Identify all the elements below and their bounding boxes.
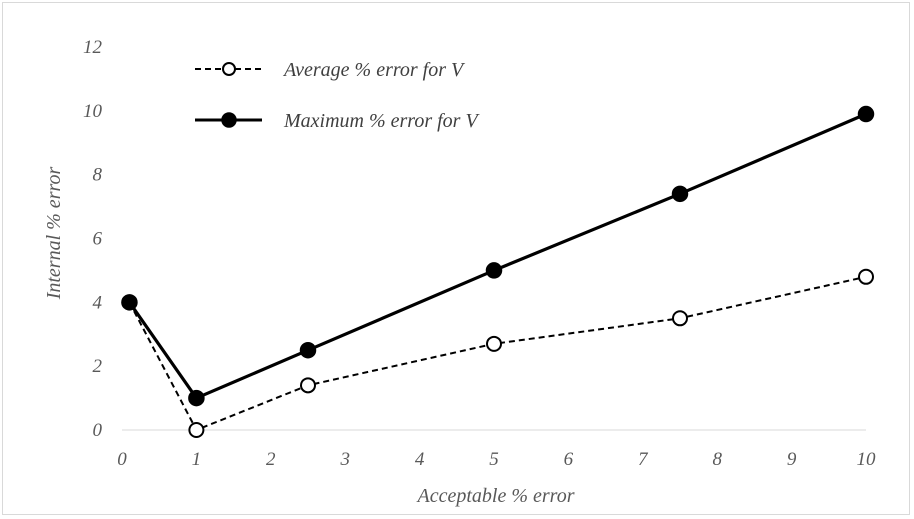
data-point xyxy=(300,377,316,394)
y-axis-title: Internal % error xyxy=(43,166,65,300)
data-point xyxy=(486,335,502,352)
legend: Average % error for V Maximum % error fo… xyxy=(195,59,480,132)
legend-item-maximum: Maximum % error for V xyxy=(195,110,480,132)
series-maximum xyxy=(121,105,875,407)
y-tick-label: 10 xyxy=(83,101,103,122)
y-tick-label: 6 xyxy=(93,229,103,250)
data-point xyxy=(188,389,205,407)
legend-maximum-marker xyxy=(221,112,237,128)
series-average xyxy=(121,268,874,438)
series-layer xyxy=(121,105,875,438)
legend-average-marker xyxy=(222,62,236,76)
x-tick-label: 3 xyxy=(339,449,350,470)
legend-average-label: Average % error for V xyxy=(282,59,466,81)
series-line xyxy=(128,275,867,431)
y-axis-ticks: 0 2 4 6 8 10 12 xyxy=(83,37,103,441)
y-tick-label: 2 xyxy=(93,356,103,377)
x-tick-label: 5 xyxy=(489,449,499,470)
data-point xyxy=(672,310,688,327)
y-tick-label: 12 xyxy=(83,37,103,58)
data-point xyxy=(671,185,689,203)
data-point xyxy=(858,268,874,285)
legend-maximum-label: Maximum % error for V xyxy=(283,110,480,132)
x-tick-label: 9 xyxy=(787,449,797,470)
y-tick-label: 0 xyxy=(93,420,103,441)
y-tick-label: 8 xyxy=(93,165,103,186)
x-tick-label: 7 xyxy=(638,449,649,470)
data-point xyxy=(121,294,138,311)
y-tick-label: 4 xyxy=(93,292,103,313)
x-axis-ticks: 0 1 2 3 4 5 6 7 8 9 10 xyxy=(117,449,876,470)
series-line xyxy=(128,112,867,400)
x-tick-label: 4 xyxy=(415,449,425,470)
x-tick-label: 2 xyxy=(266,449,276,470)
x-tick-label: 6 xyxy=(564,449,574,470)
x-tick-label: 1 xyxy=(192,449,202,470)
x-tick-label: 8 xyxy=(712,449,722,470)
data-point xyxy=(857,105,875,123)
data-point xyxy=(188,422,205,438)
x-axis-title: Acceptable % error xyxy=(416,485,575,507)
data-point xyxy=(485,262,503,279)
x-tick-label: 0 xyxy=(117,449,127,470)
x-tick-label: 10 xyxy=(857,449,877,470)
data-point xyxy=(299,341,317,359)
legend-item-average: Average % error for V xyxy=(195,59,466,81)
